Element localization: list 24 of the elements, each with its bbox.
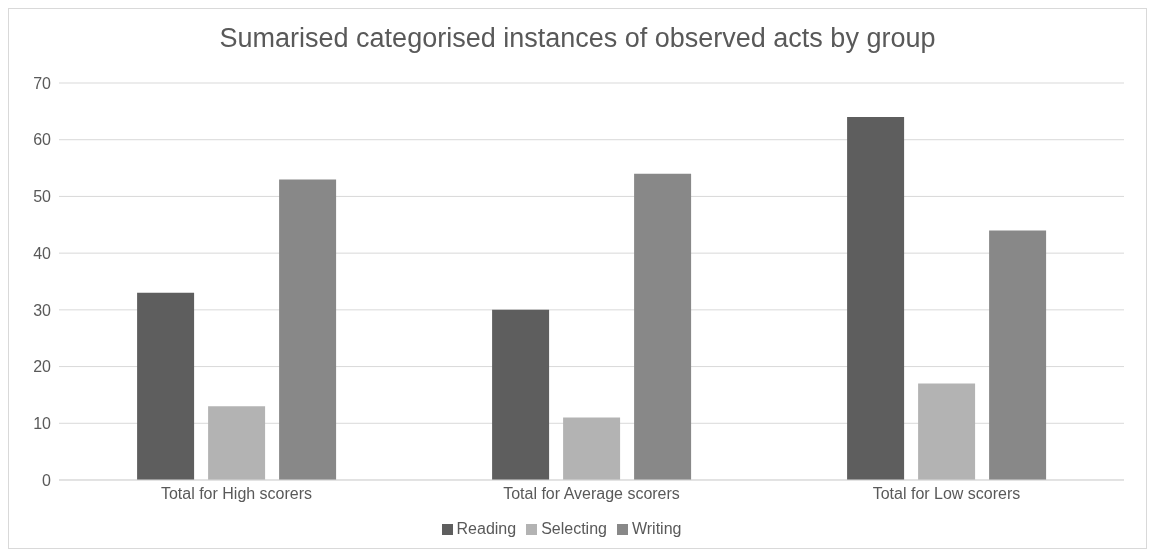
bar — [492, 309, 550, 480]
y-tick-label: 10 — [33, 414, 52, 432]
bar — [634, 173, 692, 480]
y-tick-label: 70 — [33, 74, 52, 92]
bar — [918, 383, 976, 480]
y-tick-label: 0 — [42, 471, 52, 489]
legend-label: Writing — [631, 520, 682, 537]
y-tick-label: 60 — [33, 131, 52, 149]
bar — [137, 292, 195, 480]
chart-title: Sumarised categorised instances of observed acts by group — [218, 23, 937, 55]
x-tick-label: Total for Low scorers — [872, 485, 1021, 503]
bar — [563, 417, 621, 480]
y-tick-label: 20 — [33, 358, 52, 376]
legend-label: Reading — [456, 520, 517, 537]
bar — [279, 179, 337, 480]
y-tick-label: 50 — [33, 188, 52, 206]
bar — [208, 406, 266, 480]
x-tick-label: Total for Average scorers — [503, 485, 680, 503]
bar — [989, 230, 1047, 480]
y-tick-label: 40 — [33, 244, 52, 262]
legend-label: Selecting — [541, 520, 607, 537]
bar — [847, 117, 905, 480]
x-tick-label: Total for High scorers — [160, 485, 313, 503]
y-tick-label: 30 — [33, 301, 52, 319]
